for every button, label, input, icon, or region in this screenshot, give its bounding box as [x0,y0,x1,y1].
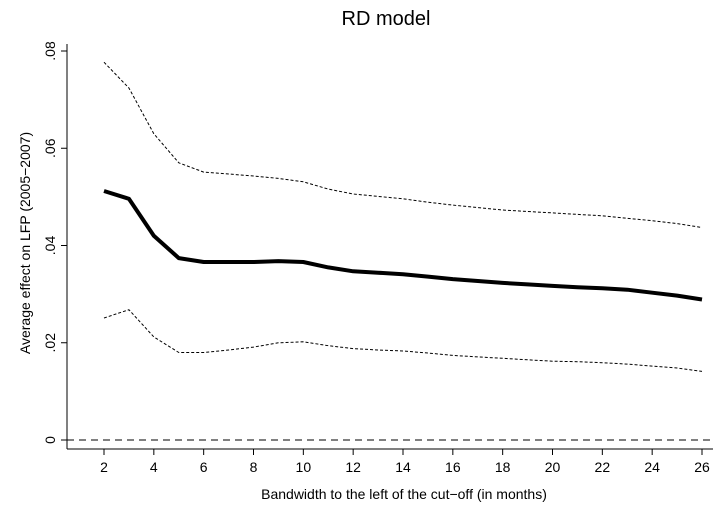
x-tick-label: 16 [445,459,461,475]
x-tick-label: 24 [644,459,660,475]
x-tick-label: 14 [395,459,411,475]
x-axis-label: Bandwidth to the left of the cut−off (in… [261,486,547,502]
y-ticks: 0 .02 .04 .06 .08 [42,41,67,444]
x-tick-label: 4 [150,459,158,475]
y-tick-label: .08 [42,41,58,61]
y-tick-label: .02 [42,333,58,353]
x-tick-label: 20 [545,459,561,475]
x-tick-label: 22 [595,459,611,475]
x-tick-label: 8 [250,459,258,475]
series-group [103,61,703,372]
x-tick-label: 6 [200,459,208,475]
series-line-upper-ci [103,61,703,228]
x-tick-label: 12 [345,459,361,475]
x-ticks: 2 4 6 8 10 12 14 16 18 20 22 24 26 [100,449,710,475]
x-tick-label: 18 [495,459,511,475]
x-tick-label: 2 [100,459,108,475]
y-axis-label: Average effect on LFP (2005−2007) [17,132,33,354]
y-tick-label: 0 [42,436,58,444]
y-tick-label: .04 [42,236,58,256]
y-tick-label: .06 [42,138,58,158]
series-line-lower-ci [103,309,703,372]
series-line-estimate [103,189,703,302]
x-tick-label: 10 [296,459,312,475]
chart-title: RD model [342,8,431,30]
x-tick-label: 26 [694,459,710,475]
